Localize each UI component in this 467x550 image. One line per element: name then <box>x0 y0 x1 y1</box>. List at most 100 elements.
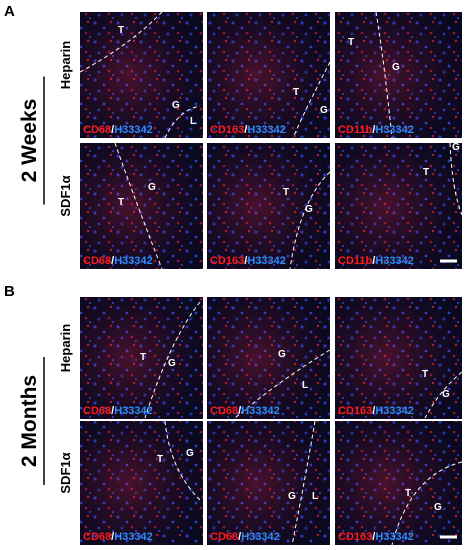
stain-label: CD68/H33342 <box>83 255 153 267</box>
stain-separator: / <box>111 531 114 543</box>
stain-label: CD68/H33342 <box>210 405 280 417</box>
micrograph: T G CD163/H33342 <box>207 143 331 270</box>
boundary-line <box>144 301 201 419</box>
region-label: T <box>422 369 428 380</box>
stain-separator: / <box>111 255 114 267</box>
image-tint <box>80 143 203 269</box>
stain-name: CD163 <box>210 255 244 267</box>
stain-label: CD11b/H33342 <box>338 255 414 267</box>
image-tint <box>207 421 330 545</box>
stain-separator: / <box>372 124 375 136</box>
counterstain-name: H33342 <box>375 405 414 417</box>
counterstain-name: H33342 <box>375 124 414 136</box>
panel-letter: A <box>4 3 15 20</box>
stain-name: CD68 <box>83 531 111 543</box>
counterstain-name: H33342 <box>114 405 153 417</box>
stain-label: CD163/H33342 <box>210 255 286 267</box>
micrograph: T G CD163/H33342 <box>207 12 331 139</box>
image-tint <box>80 421 203 545</box>
micrograph: G T CD11b/H33342 <box>335 142 463 269</box>
stain-name: CD163 <box>210 124 244 136</box>
stain-name: CD68 <box>83 124 111 136</box>
stain-label: CD163/H33342 <box>210 124 286 136</box>
image-tint <box>335 143 462 269</box>
stain-separator: / <box>244 124 247 136</box>
stain-separator: / <box>111 405 114 417</box>
stain-label: CD68/H33342 <box>83 124 153 136</box>
image-tint <box>335 12 462 138</box>
region-label: G <box>442 389 450 400</box>
boundary-line <box>449 142 463 216</box>
period-label: 2 Weeks <box>18 99 41 183</box>
region-label: T <box>118 25 124 36</box>
boundary-line <box>289 171 331 270</box>
micrograph: T GL CD68/H33342 <box>79 11 203 139</box>
region-label: T <box>405 488 411 499</box>
boundary-line <box>164 420 201 501</box>
counterstain-name: H33342 <box>247 255 286 267</box>
counterstain-name: H33342 <box>114 255 153 267</box>
image-tint <box>207 143 330 269</box>
stain-separator: / <box>372 405 375 417</box>
stain-name: CD163 <box>338 405 372 417</box>
stain-separator: / <box>372 255 375 267</box>
counterstain-name: H33342 <box>114 124 153 136</box>
stain-separator: / <box>238 531 241 543</box>
boundary-line <box>375 11 393 139</box>
counterstain-name: H33342 <box>375 531 414 543</box>
micrograph: T G CD163/H33342 <box>335 297 463 419</box>
image-tint <box>207 297 330 419</box>
region-label: G <box>148 182 156 193</box>
stain-label: CD68/H33342 <box>210 531 280 543</box>
region-label: L <box>190 116 196 127</box>
boundary-line <box>164 105 201 139</box>
micrograph: G L CD68/H33342 <box>207 297 331 419</box>
stain-name: CD11b <box>338 255 373 267</box>
region-label: T <box>118 197 124 208</box>
stain-separator: / <box>238 405 241 417</box>
region-label: T <box>140 352 146 363</box>
region-label: T <box>423 167 429 178</box>
region-label: T <box>283 187 289 198</box>
stain-name: CD68 <box>210 531 238 543</box>
region-label: G <box>305 204 313 215</box>
stain-label: CD11b/H33342 <box>338 124 414 136</box>
stain-name: CD68 <box>83 405 111 417</box>
row-label: Heparin <box>58 324 73 372</box>
region-label: G <box>168 358 176 369</box>
counterstain-name: H33342 <box>241 405 280 417</box>
image-tint <box>80 12 203 138</box>
row-label: Heparin <box>58 41 73 89</box>
stain-name: CD11b <box>338 124 373 136</box>
region-label: T <box>348 37 354 48</box>
boundary-line <box>391 461 463 546</box>
boundary-line <box>114 142 163 270</box>
region-label: G <box>288 491 296 502</box>
stain-separator: / <box>372 531 375 543</box>
micrograph: T G CD11b/H33342 <box>335 11 462 139</box>
boundary-line <box>292 61 331 139</box>
image-tint <box>335 297 462 419</box>
stain-name: CD163 <box>338 531 372 543</box>
boundary-line <box>424 371 463 419</box>
stain-label: CD68/H33342 <box>83 405 153 417</box>
region-label: G <box>172 100 180 111</box>
micrograph: G L CD68/H33342 <box>207 420 330 546</box>
counterstain-name: H33342 <box>247 124 286 136</box>
region-label: L <box>302 380 308 391</box>
stain-name: CD68 <box>210 405 238 417</box>
region-label: G <box>434 502 442 513</box>
stain-separator: / <box>111 124 114 136</box>
stain-label: CD163/H33342 <box>338 405 414 417</box>
region-label: T <box>157 454 163 465</box>
stain-label: CD68/H33342 <box>83 531 153 543</box>
stain-name: CD68 <box>83 255 111 267</box>
region-label: G <box>186 448 194 459</box>
boundary-line <box>79 11 163 73</box>
micrograph: T G CD163/H33342 <box>335 421 463 546</box>
region-label: G <box>392 62 400 73</box>
image-tint <box>335 421 462 545</box>
stain-label: CD163/H33342 <box>338 531 414 543</box>
row-label: SDF1α <box>58 175 73 216</box>
stain-separator: / <box>244 255 247 267</box>
